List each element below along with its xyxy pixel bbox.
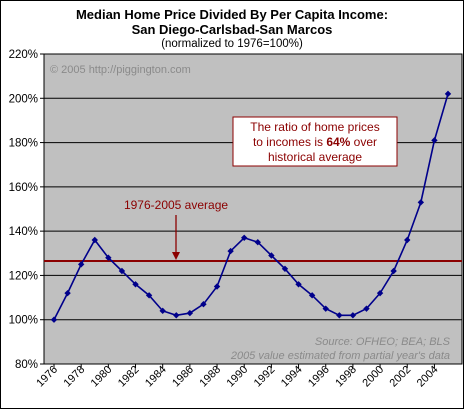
annotation-line-1: The ratio of home prices xyxy=(250,120,379,134)
chart-title: Median Home Price Divided By Per Capita … xyxy=(75,7,389,22)
x-tick-label: 1982 xyxy=(116,364,142,390)
series-line xyxy=(53,93,449,321)
y-tick-label: 200% xyxy=(9,93,38,105)
data-point xyxy=(159,307,166,315)
average-arrowhead xyxy=(172,252,180,261)
annotation-line-2: to incomes is 64% over xyxy=(253,135,377,149)
x-tick-label: 1990 xyxy=(225,364,251,390)
x-tick-label: 1978 xyxy=(61,364,87,390)
annotation-line-2-post: over xyxy=(350,135,377,149)
data-point xyxy=(132,281,139,288)
annotation-line-2-pre: to incomes is xyxy=(253,135,326,149)
y-axis-ticks: 80% 100% 120% 140% 160% 180% 200% 220% xyxy=(9,49,44,371)
data-point xyxy=(91,236,98,244)
estimate-footnote: 2005 value estimated from partial year's… xyxy=(230,350,450,362)
x-tick-label: 1980 xyxy=(89,364,115,390)
data-point xyxy=(173,312,180,319)
data-point xyxy=(254,239,261,246)
data-point xyxy=(390,267,397,275)
data-point xyxy=(145,292,153,299)
x-tick-label: 2002 xyxy=(388,364,414,390)
x-tick-label: 1976 xyxy=(34,364,60,390)
data-point xyxy=(186,309,194,317)
data-point xyxy=(213,283,221,290)
x-tick-label: 1994 xyxy=(279,364,305,390)
data-point xyxy=(308,292,316,299)
data-point xyxy=(268,252,275,259)
data-point xyxy=(50,316,58,323)
data-point xyxy=(241,234,248,241)
x-tick-label: 1992 xyxy=(252,364,278,390)
data-point xyxy=(376,289,384,297)
data-point xyxy=(64,289,71,297)
data-point xyxy=(363,305,370,312)
annotation-box xyxy=(232,116,398,167)
x-axis-ticks: 1976 1978 1980 1982 1984 1986 1988 1990 1992 1994… xyxy=(34,364,440,390)
y-tick-label: 180% xyxy=(9,138,38,150)
data-point xyxy=(281,265,289,272)
data-point xyxy=(404,236,411,244)
annotation-line-3: historical average xyxy=(268,150,362,164)
data-point xyxy=(322,305,329,312)
y-tick-label: 220% xyxy=(9,49,38,61)
series-group xyxy=(50,90,452,323)
data-point xyxy=(295,281,302,288)
data-point xyxy=(227,247,234,255)
x-tick-label: 1996 xyxy=(306,364,332,390)
average-reference-label: 1976-2005 average xyxy=(124,198,228,212)
data-point xyxy=(77,261,85,268)
data-point xyxy=(336,312,343,319)
y-tick-label: 100% xyxy=(9,315,38,327)
y-tick-label: 160% xyxy=(9,182,38,194)
y-tick-label: 140% xyxy=(9,226,38,238)
x-tick-label: 1998 xyxy=(333,364,359,390)
chart-normalization-note: (normalized to 1976=100%) xyxy=(161,38,303,50)
data-point xyxy=(200,301,207,308)
x-tick-label: 1988 xyxy=(197,364,223,390)
x-tick-label: 2000 xyxy=(360,364,386,390)
data-point xyxy=(431,137,438,144)
x-tick-label: 1986 xyxy=(170,364,196,390)
data-point xyxy=(417,199,425,206)
data-point xyxy=(349,312,357,319)
data-point xyxy=(105,254,112,261)
x-tick-label: 1984 xyxy=(143,364,169,390)
chart-subtitle: San Diego-Carlsbad-San Marcos xyxy=(131,22,333,37)
source-note: Source: OFHEO; BEA; BLS xyxy=(315,336,451,348)
annotation-highlight: 64% xyxy=(326,135,350,149)
plot-area xyxy=(43,53,463,365)
data-point xyxy=(118,267,126,275)
y-tick-label: 80% xyxy=(15,359,38,371)
y-tick-label: 120% xyxy=(9,270,38,282)
copyright-notice: © 2005 http://piggington.com xyxy=(50,64,191,76)
data-point xyxy=(444,90,452,98)
x-tick-label: 2004 xyxy=(415,364,441,390)
